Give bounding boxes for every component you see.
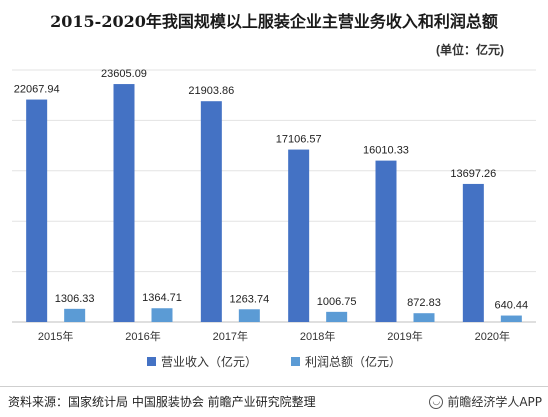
x-tick-label: 2017年 (213, 329, 248, 343)
x-tick-label: 2015年 (38, 329, 73, 343)
legend-item-revenue: 营业收入（亿元） (146, 353, 257, 370)
legend: 营业收入（亿元） 利润总额（亿元） (0, 353, 548, 370)
brand-name: 前瞻经济学人APP (447, 395, 542, 409)
data-label-profit: 1306.33 (55, 293, 95, 305)
legend-swatch-profit (291, 357, 300, 366)
bar-profit (326, 311, 348, 322)
legend-label-revenue: 营业收入（亿元） (160, 355, 257, 369)
data-label-profit: 1263.74 (229, 293, 269, 305)
data-label-revenue: 13697.26 (450, 168, 496, 180)
data-label-profit: 1364.71 (142, 292, 182, 304)
data-label-profit: 1006.75 (317, 296, 357, 308)
data-label-profit: 640.44 (495, 300, 529, 312)
x-tick-label: 2019年 (387, 329, 422, 343)
x-tick-label: 2018年 (300, 329, 335, 343)
x-tick-label: 2020年 (475, 329, 510, 343)
data-label-revenue: 21903.86 (188, 85, 234, 97)
bar-revenue (26, 99, 48, 322)
legend-swatch-revenue (146, 357, 156, 366)
bar-profit (64, 308, 86, 322)
x-tick-label: 2016年 (125, 329, 160, 343)
bar-revenue (462, 183, 484, 322)
unit-label: (单位：亿元) (436, 43, 504, 57)
bar-profit (151, 308, 173, 322)
data-label-revenue: 17106.57 (276, 134, 322, 146)
data-label-revenue: 16010.33 (363, 145, 409, 157)
bar-revenue (200, 101, 222, 322)
brand: ◡ 前瞻经济学人APP (429, 393, 542, 410)
bar-profit (238, 309, 260, 322)
bar-profit (500, 315, 522, 322)
footer-divider (0, 386, 548, 387)
bar-revenue (113, 84, 135, 322)
bar-profit (413, 313, 435, 322)
wechat-icon: ◡ (429, 394, 444, 409)
bar-revenue (288, 149, 310, 322)
source-note: 资料来源：国家统计局 中国服装协会 前瞻产业研究院整理 (8, 395, 316, 409)
data-label-revenue: 23605.09 (101, 68, 147, 80)
bar-revenue (375, 160, 397, 322)
data-label-profit: 872.83 (407, 297, 441, 309)
data-label-revenue: 22067.94 (14, 84, 60, 96)
bar-chart: 22067.94 1306.33 2015年 23605.09 1364.71 2016年… (12, 68, 536, 343)
chart-title: 2015-2020年我国规模以上服装企业主营业务收入和利润总额 (50, 12, 498, 31)
legend-item-profit: 利润总额（亿元） (291, 353, 401, 370)
legend-label-profit: 利润总额（亿元） (305, 355, 402, 369)
